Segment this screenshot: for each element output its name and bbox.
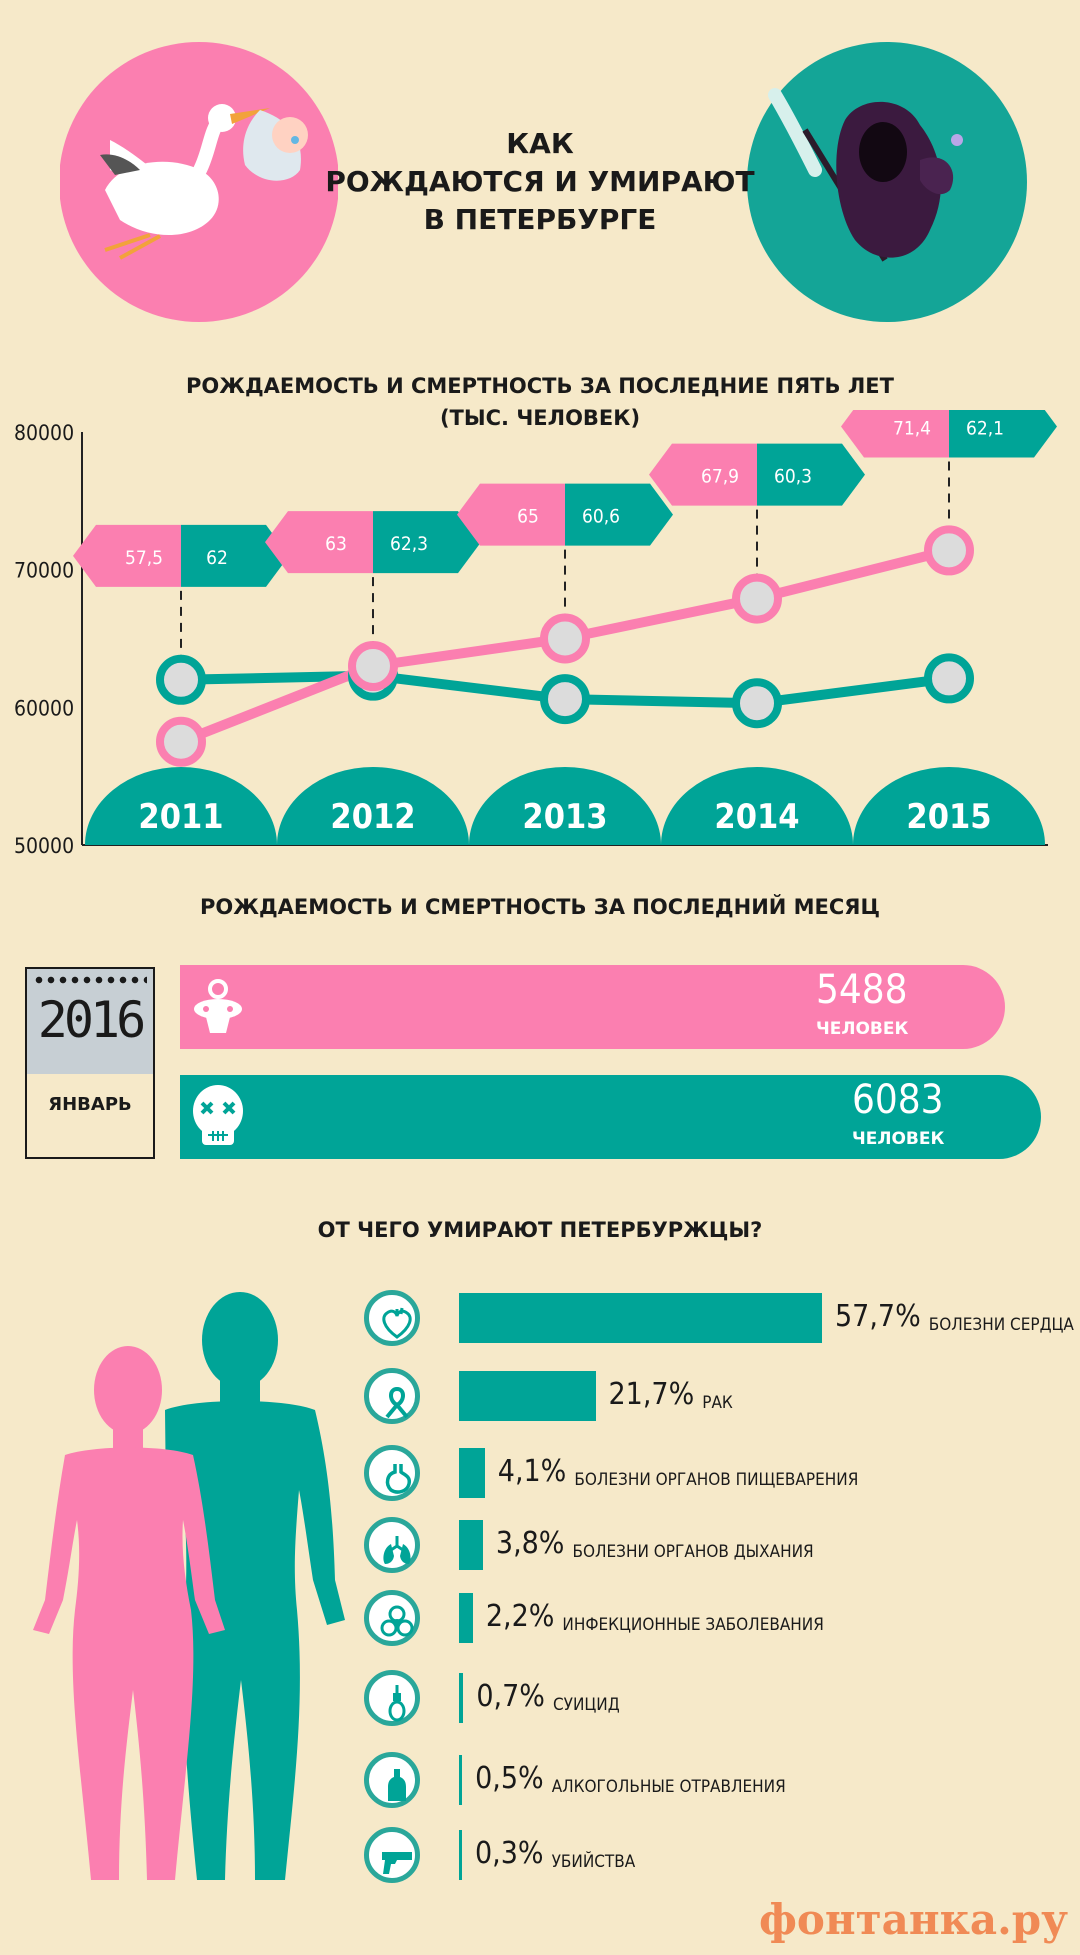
pacifier-icon	[194, 979, 242, 1033]
x-tick-label: 2012	[330, 797, 415, 837]
births-data-label: 63	[325, 533, 347, 555]
births-data-label: 65	[517, 506, 539, 528]
grim-reaper-illustration	[747, 42, 1027, 322]
biohazard-icon	[364, 1590, 420, 1646]
noose-icon	[364, 1670, 420, 1726]
deaths-data-label: 62,1	[966, 417, 1004, 439]
deaths-data-label: 60,6	[582, 506, 620, 528]
births-data-label: 71,4	[893, 417, 931, 439]
cause-name-label: РАК	[702, 1393, 733, 1413]
deaths-tag	[949, 410, 1057, 458]
deaths-point	[540, 674, 590, 725]
y-tick-label: 60000	[14, 696, 74, 720]
births-point	[348, 641, 398, 692]
cause-name-label: СУИЦИД	[552, 1695, 620, 1715]
cause-name-label: ИНФЕКЦИОННЫЕ ЗАБОЛЕВАНИЯ	[562, 1615, 824, 1635]
cause-name-label: БОЛЕЗНИ ОРГАНОВ ДЫХАНИЯ	[572, 1542, 814, 1562]
monthly-heading: РОЖДАЕМОСТЬ И СМЕРТНОСТЬ ЗА ПОСЛЕДНИЙ МЕ…	[200, 895, 880, 919]
cause-bar	[459, 1673, 464, 1723]
cause-name-label: УБИЙСТВА	[551, 1852, 636, 1872]
cause-name-label: БОЛЕЗНИ ОРГАНОВ ПИЩЕВАРЕНИЯ	[574, 1470, 859, 1490]
cause-percent-label: 0,7%	[476, 1679, 545, 1714]
cause-bar	[459, 1593, 473, 1643]
births-point	[156, 716, 206, 767]
calendar-year: 2016	[37, 991, 146, 1049]
births-tag	[457, 483, 565, 546]
x-tick-label: 2011	[138, 797, 223, 837]
cause-bar	[459, 1293, 822, 1343]
year-dome	[469, 767, 661, 845]
causes-heading: ОТ ЧЕГО УМИРАЮТ ПЕТЕРБУРЖЦЫ?	[317, 1218, 763, 1242]
y-tick-label: 70000	[14, 559, 74, 583]
deaths-tag	[181, 524, 289, 587]
cause-percent-label: 4,1%	[497, 1454, 567, 1489]
births-point	[732, 573, 782, 624]
births-tag	[265, 511, 373, 574]
cause-percent-label: 3,8%	[495, 1526, 565, 1561]
births-deaths-line-chart: 80000 70000 60000 50000 2011 2012 2013 2014 2015…	[14, 410, 1057, 858]
cause-percent-label: 21,7%	[608, 1377, 695, 1412]
year-dome	[85, 767, 277, 845]
births-data-label: 57,5	[125, 547, 163, 569]
deaths-tag	[373, 511, 481, 574]
cause-bar	[459, 1830, 462, 1880]
deaths-data-label: 62,3	[390, 533, 428, 555]
births-point	[540, 613, 590, 664]
cause-bar	[459, 1371, 596, 1421]
skull-icon	[193, 1085, 243, 1145]
births-value: 5488	[816, 967, 908, 1013]
fontanka-logo: фонтанка.ру	[758, 1895, 1068, 1944]
cause-percent-label: 2,2%	[485, 1599, 555, 1634]
ribbon-icon	[364, 1368, 420, 1424]
bottle-icon	[364, 1752, 420, 1808]
births-tag	[841, 410, 949, 458]
cause-bar	[459, 1520, 483, 1570]
deaths-point	[924, 653, 974, 704]
deaths-point	[732, 678, 782, 729]
births-unit: ЧЕЛОВЕК	[816, 1019, 909, 1039]
births-point	[924, 525, 974, 576]
calendar-card: 2016 ЯНВАРЬ	[25, 967, 155, 1159]
year-dome	[277, 767, 469, 845]
births-bar: 5488 ЧЕЛОВЕК	[180, 965, 1005, 1049]
deaths-data-label: 62	[206, 547, 228, 569]
deaths-data-label: 60,3	[774, 466, 812, 488]
cause-percent-label: 0,3%	[475, 1836, 544, 1871]
deaths-bar: 6083 ЧЕЛОВЕК	[180, 1075, 1041, 1159]
stomach-icon	[364, 1445, 420, 1501]
deaths-point	[156, 654, 206, 705]
x-tick-label: 2014	[714, 797, 799, 837]
year-dome	[853, 767, 1045, 845]
deaths-value: 6083	[852, 1077, 944, 1123]
cause-name-label: БОЛЕЗНИ СЕРДЦА	[928, 1315, 1074, 1335]
page-title: КАК РОЖДАЮТСЯ И УМИРАЮТ В ПЕТЕРБУРГЕ	[325, 127, 755, 236]
births-data-label: 67,9	[701, 466, 739, 488]
cause-bar	[459, 1448, 485, 1498]
stork-illustration	[60, 42, 338, 322]
calendar-rings	[33, 976, 147, 984]
cause-percent-label: 0,5%	[475, 1761, 544, 1796]
births-tag	[649, 443, 757, 506]
cause-name-label: АЛКОГОЛЬНЫЕ ОТРАВЛЕНИЯ	[551, 1777, 786, 1797]
cause-percent-label: 57,7%	[835, 1299, 921, 1334]
cause-bar	[459, 1755, 463, 1805]
x-tick-label: 2015	[906, 797, 991, 837]
calendar-month: ЯНВАРЬ	[48, 1094, 132, 1115]
pistol-icon	[364, 1827, 420, 1883]
x-tick-label: 2013	[522, 797, 607, 837]
human-silhouettes	[33, 1292, 345, 1880]
heart-icon	[364, 1290, 420, 1346]
deaths-unit: ЧЕЛОВЕК	[852, 1129, 945, 1149]
births-tag	[73, 524, 181, 587]
y-tick-label: 80000	[14, 421, 74, 445]
yearly-heading: РОЖДАЕМОСТЬ И СМЕРТНОСТЬ ЗА ПОСЛЕДНИЕ ПЯ…	[186, 374, 894, 430]
deaths-tag	[757, 443, 865, 506]
year-dome	[661, 767, 853, 845]
lungs-icon	[364, 1517, 420, 1573]
y-tick-label: 50000	[14, 834, 74, 858]
deaths-tag	[565, 483, 673, 546]
